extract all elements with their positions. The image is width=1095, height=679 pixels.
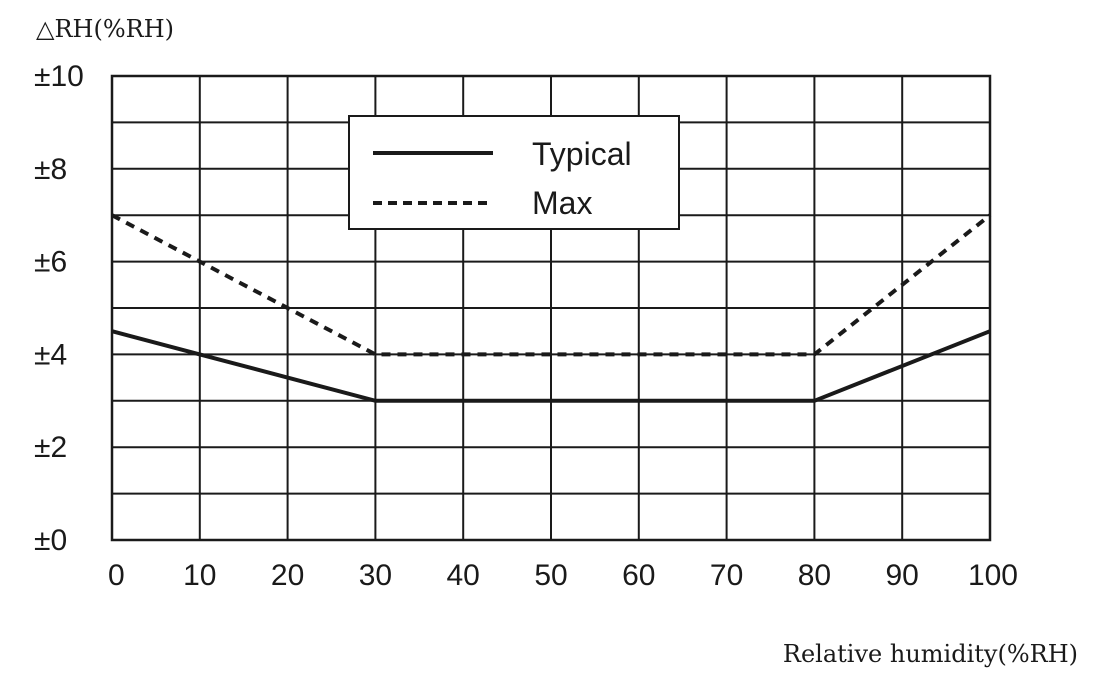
x-tick-label: 60 [622, 559, 655, 592]
x-tick-label: 10 [183, 559, 216, 592]
y-tick-labels: ±0 ±2 ±4 ±6 ±8 ±10 [34, 60, 84, 557]
x-tick-label: 30 [359, 559, 392, 592]
x-axis-label: Relative humidity(%RH) [783, 640, 1078, 668]
y-tick-label: ±4 [34, 338, 67, 371]
series-line-typical [111, 329, 991, 403]
legend-box [348, 115, 680, 230]
x-tick-label: 100 [968, 559, 1018, 592]
legend-label-max: Max [532, 185, 592, 221]
legend: Typical Max [348, 115, 680, 230]
x-tick-label: 40 [447, 559, 480, 592]
y-tick-label: ±2 [34, 431, 67, 464]
y-tick-label: ±0 [34, 524, 67, 557]
x-tick-label: 50 [534, 559, 567, 592]
x-tick-labels: 0 10 20 30 40 50 60 70 80 90 100 [108, 559, 1018, 592]
y-tick-label: ±10 [34, 60, 84, 93]
x-tick-label: 0 [108, 559, 125, 592]
x-tick-label: 70 [710, 559, 743, 592]
x-tick-label: 80 [798, 559, 831, 592]
legend-label-typical: Typical [532, 136, 632, 172]
x-tick-label: 90 [886, 559, 919, 592]
x-tick-label: 20 [271, 559, 304, 592]
series-layer [111, 213, 992, 403]
plot-area-border [110, 74, 992, 542]
y-tick-label: ±6 [34, 246, 67, 279]
y-tick-label: ±8 [34, 153, 67, 186]
series-line-max [111, 213, 992, 357]
y-axis-label: △RH(%RH) [36, 15, 174, 43]
